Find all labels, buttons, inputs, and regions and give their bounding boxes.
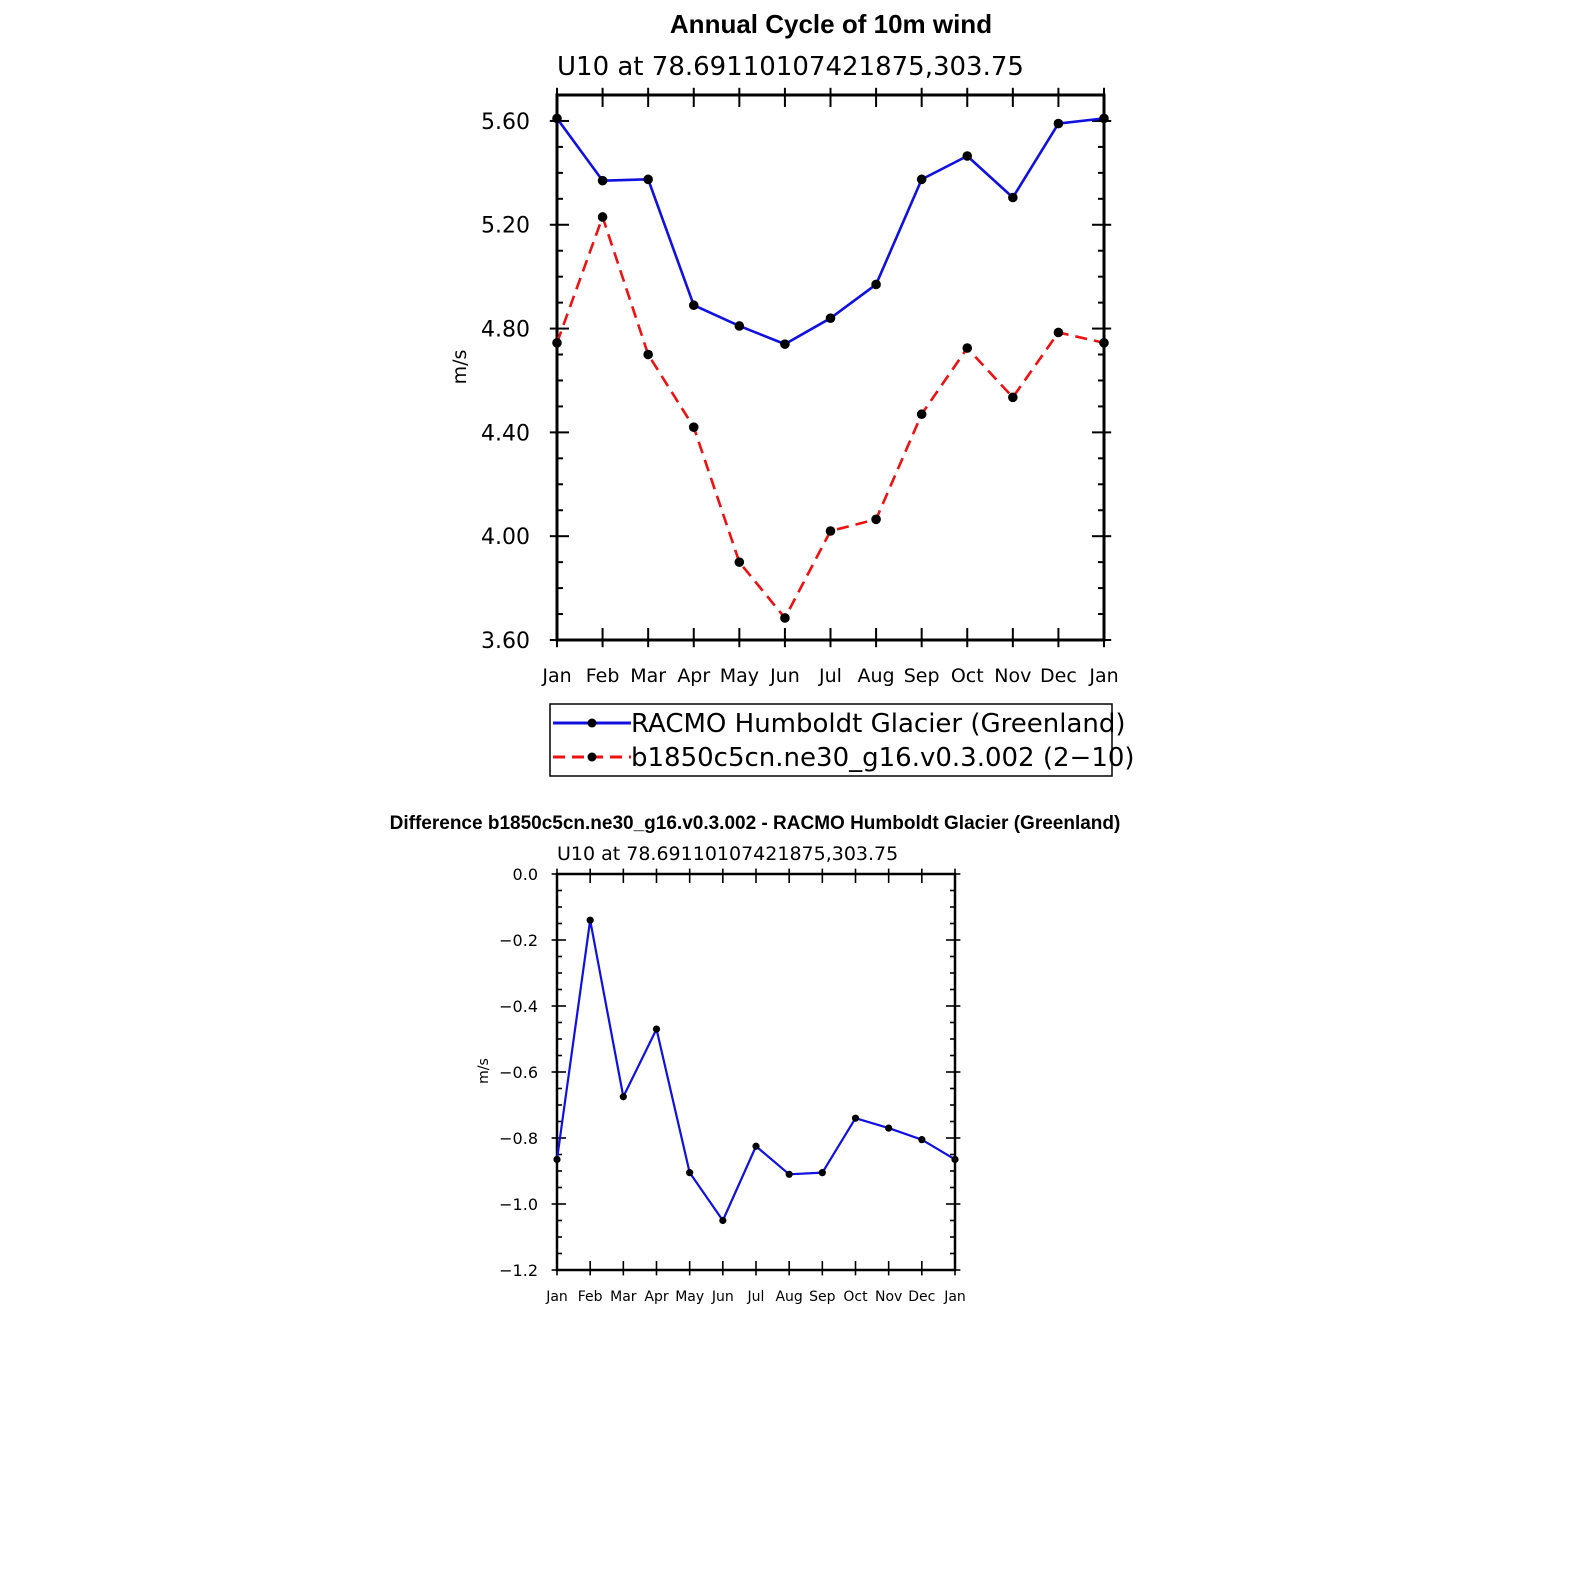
x-tick-label: Apr	[644, 1289, 668, 1305]
y-tick-label: 4.80	[481, 317, 530, 342]
chart2-title: Difference b1850c5cn.ne30_g16.v0.3.002 -…	[390, 813, 1121, 834]
series-0-point	[885, 1124, 893, 1132]
y-tick-label: −0.6	[499, 1063, 538, 1082]
series-1-point	[1053, 327, 1064, 338]
legend-label-racmo: RACMO Humboldt Glacier (Greenland)	[631, 709, 1126, 739]
series-1-point	[552, 338, 562, 348]
y-tick-label: −0.2	[499, 931, 538, 950]
chart1-subtitle: U10 at 78.69110107421875,303.75	[557, 52, 1024, 82]
series-0-point	[643, 174, 653, 185]
x-tick-label: May	[675, 1289, 704, 1305]
series-0-point	[916, 174, 927, 185]
y-tick-label: 4.00	[481, 525, 530, 550]
series-0-point	[1008, 192, 1018, 203]
series-0-point	[553, 1155, 561, 1164]
series-1-point	[643, 349, 653, 360]
series-1-point	[962, 343, 973, 353]
chart2-ylabel: m/s	[476, 1058, 492, 1084]
x-tick-label: Jun	[769, 665, 800, 687]
x-tick-label: Nov	[875, 1289, 902, 1305]
series-1-point	[780, 613, 790, 623]
series-line-0	[555, 919, 956, 1222]
x-tick-label: Dec	[1040, 665, 1077, 687]
chart1-legend: RACMO Humboldt Glacier (Greenland) b1850…	[549, 703, 1135, 777]
y-tick-label: −1.2	[499, 1261, 538, 1280]
legend-marker-racmo	[587, 718, 597, 728]
series-0-point	[962, 151, 973, 161]
series-0-point	[552, 113, 562, 124]
series-0-point	[688, 300, 699, 311]
x-tick-label: Jan	[545, 1289, 568, 1305]
x-tick-label: Oct	[843, 1289, 868, 1305]
series-0-point	[652, 1025, 661, 1033]
series-0-point	[734, 321, 745, 331]
chart1-ylabel: m/s	[449, 350, 471, 385]
series-0-point	[1099, 113, 1109, 124]
series-line-1	[555, 215, 1105, 620]
x-tick-label: Sep	[809, 1289, 836, 1305]
y-tick-label: −1.0	[499, 1195, 538, 1214]
x-tick-label: Jul	[818, 665, 842, 687]
series-0-point	[825, 313, 836, 323]
series-1-point	[1008, 392, 1018, 403]
x-tick-label: Jun	[711, 1289, 734, 1305]
series-0-point	[586, 916, 594, 924]
chart1-plot: Jan Feb Mar Apr May Jun Jul Aug Sep Oct Nov Dec Jan 3…	[481, 87, 1119, 687]
x-tick-label: Feb	[578, 1289, 603, 1305]
series-0-point	[619, 1093, 627, 1101]
x-tick-label: Aug	[858, 665, 895, 687]
series-1-point	[916, 409, 927, 420]
legend-label-model: b1850c5cn.ne30_g16.v0.3.002 (2−10)	[631, 743, 1135, 773]
series-1-point	[597, 212, 608, 222]
series-1-point	[1099, 338, 1109, 348]
plot-frame	[555, 93, 1106, 642]
y-tick-label: −0.8	[499, 1129, 538, 1148]
x-tick-label: May	[720, 665, 759, 687]
series-0-point	[597, 175, 608, 186]
x-tick-label: Mar	[630, 665, 666, 687]
series-line-0	[555, 117, 1105, 346]
series-0-point	[719, 1216, 727, 1225]
x-tick-label: Mar	[610, 1289, 637, 1305]
series-0-point	[871, 279, 881, 290]
legend-marker-model	[587, 752, 597, 762]
series-0-point	[851, 1114, 860, 1122]
chart2-plot: Jan Feb Mar Apr May Jun Jul Aug Sep Oct Nov Dec Jan−…	[499, 865, 966, 1305]
y-tick-label: −0.4	[499, 997, 538, 1016]
chart1-title: Annual Cycle of 10m wind	[670, 9, 992, 39]
x-tick-label: Apr	[677, 665, 710, 687]
x-tick-label: Feb	[586, 665, 620, 687]
series-0-point	[1053, 118, 1064, 129]
series-1-point	[734, 557, 745, 567]
y-tick-label: 3.60	[481, 629, 530, 654]
y-tick-label: 4.40	[481, 421, 530, 446]
series-1-point	[825, 526, 836, 536]
plot-frame	[555, 872, 957, 1272]
x-tick-label: Sep	[904, 665, 940, 687]
y-tick-label: 5.20	[481, 214, 530, 239]
x-tick-label: Nov	[994, 665, 1031, 687]
series-0-point	[818, 1169, 826, 1177]
series-0-point	[785, 1170, 793, 1178]
x-tick-label: Oct	[951, 665, 984, 687]
y-tick-label: 5.60	[481, 110, 530, 135]
series-0-point	[752, 1142, 760, 1150]
x-tick-label: Dec	[908, 1289, 935, 1305]
y-tick-label: 0.0	[513, 865, 538, 884]
x-tick-label: Jan	[943, 1289, 966, 1305]
x-tick-label: Jul	[747, 1289, 765, 1305]
series-0-point	[951, 1155, 959, 1164]
series-1-point	[871, 514, 881, 525]
chart2-subtitle: U10 at 78.69110107421875,303.75	[557, 843, 898, 865]
x-tick-label: Jan	[1088, 665, 1118, 687]
series-1-point	[688, 422, 699, 432]
series-0-point	[780, 339, 790, 349]
x-tick-label: Jan	[541, 665, 571, 687]
x-tick-label: Aug	[775, 1289, 802, 1305]
legend-frame	[549, 703, 1113, 777]
series-0-point	[918, 1136, 926, 1144]
series-0-point	[686, 1169, 694, 1177]
